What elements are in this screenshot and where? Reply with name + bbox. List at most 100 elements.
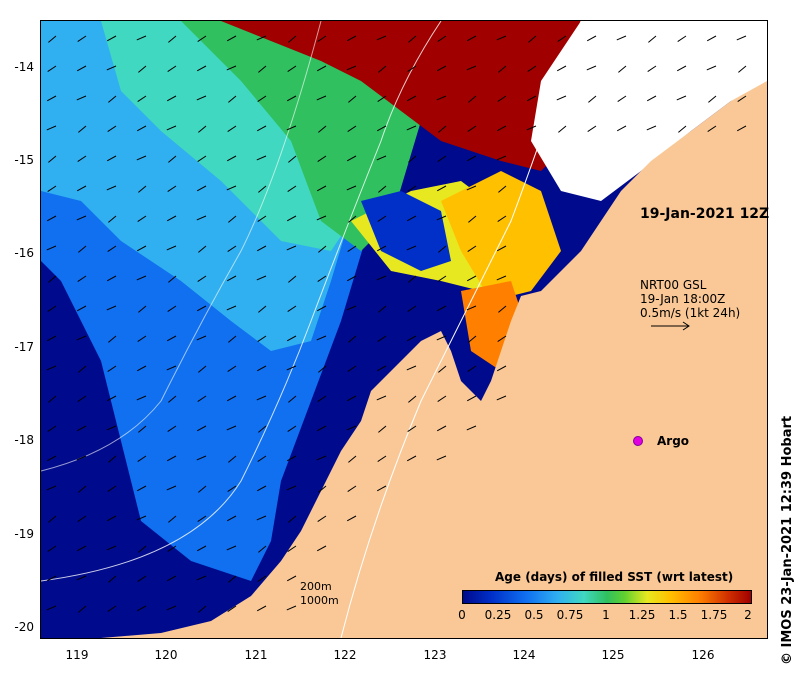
current-vector xyxy=(588,95,597,103)
lon-tick-label: 119 xyxy=(65,648,89,662)
current-vector xyxy=(406,245,417,251)
current-vector xyxy=(616,35,627,41)
lon-tick-label: 121 xyxy=(244,648,268,662)
current-vector xyxy=(227,245,237,253)
current-vector xyxy=(197,275,207,283)
current-vector xyxy=(258,185,267,193)
lat-tick-label: -14 xyxy=(14,60,34,74)
current-vector xyxy=(586,65,597,71)
current-vector xyxy=(106,515,117,522)
current-vector xyxy=(347,365,357,373)
current-vector xyxy=(256,515,267,521)
current-vector xyxy=(168,35,177,43)
current-vector xyxy=(286,575,297,582)
current-vector xyxy=(436,65,447,72)
current-vector xyxy=(316,545,327,552)
current-vector xyxy=(556,65,567,72)
lon-tick-label: 123 xyxy=(423,648,447,662)
current-vector xyxy=(468,335,477,343)
current-vector xyxy=(318,365,327,373)
current-vector xyxy=(648,35,657,43)
land-mass xyxy=(101,81,767,638)
current-vector xyxy=(106,305,117,311)
current-vector xyxy=(228,455,237,463)
current-vector xyxy=(107,245,117,253)
current-vector xyxy=(46,245,57,251)
current-vector xyxy=(256,245,267,252)
current-vector xyxy=(196,575,207,581)
current-vector xyxy=(618,65,627,73)
current-vector xyxy=(437,35,447,43)
current-vector xyxy=(496,125,507,132)
current-vector xyxy=(497,215,507,223)
current-vector xyxy=(136,275,147,281)
current-vector xyxy=(78,245,87,253)
current-vector xyxy=(47,185,57,193)
current-vector xyxy=(437,395,447,403)
current-vector xyxy=(406,125,417,131)
current-vector xyxy=(136,395,147,401)
timestamp-label: 19-Jan-2021 12Z xyxy=(640,206,770,222)
current-vector xyxy=(46,485,57,491)
current-vector xyxy=(227,365,237,373)
current-vector xyxy=(406,455,417,462)
current-vector xyxy=(196,545,207,552)
current-vector xyxy=(256,395,267,401)
current-vector xyxy=(436,425,447,432)
current-vector xyxy=(407,185,417,193)
current-vector xyxy=(646,125,657,131)
current-vector xyxy=(738,65,747,73)
current-vector xyxy=(137,95,147,103)
current-vector xyxy=(346,35,357,42)
lon-tick-label: 120 xyxy=(154,648,178,662)
current-vector xyxy=(47,65,57,73)
current-vector xyxy=(167,305,177,313)
current-vector xyxy=(198,245,207,253)
current-vector xyxy=(166,455,177,462)
current-vector xyxy=(286,335,297,342)
current-vector xyxy=(436,455,447,461)
current-vector xyxy=(348,455,357,463)
current-vector xyxy=(406,365,417,371)
current-vector xyxy=(378,305,387,313)
current-vector xyxy=(108,575,117,583)
current-vectors xyxy=(46,35,747,613)
current-vector xyxy=(286,365,297,371)
current-vector xyxy=(137,335,147,343)
current-vector xyxy=(408,155,417,163)
no-data-region xyxy=(531,21,767,201)
current-vector xyxy=(347,485,357,493)
current-vector xyxy=(676,95,687,101)
current-vector xyxy=(196,305,207,312)
current-vector xyxy=(137,575,147,583)
sst-age-map xyxy=(41,21,767,638)
velocity-source: NRT00 GSL xyxy=(640,278,707,292)
current-vector xyxy=(376,485,387,492)
current-vector xyxy=(707,125,717,133)
current-vector xyxy=(468,95,477,103)
current-vector xyxy=(228,335,237,343)
current-vector xyxy=(257,95,267,103)
current-vector xyxy=(466,305,477,311)
colorbar-tick: 0.25 xyxy=(484,608,512,622)
isobath-200m xyxy=(340,21,582,638)
credit-label: © IMOS 23-Jan-2021 12:39 Hobart xyxy=(780,415,795,665)
current-vector xyxy=(736,125,747,132)
current-vector xyxy=(46,125,57,131)
current-vector xyxy=(76,575,87,581)
current-vector xyxy=(47,305,57,313)
current-vector xyxy=(107,365,117,373)
velocity-legend: NRT00 GSL 19-Jan 18:00Z 0.5m/s (1kt 24h) xyxy=(640,278,740,320)
current-vector xyxy=(406,95,417,102)
argo-float-marker xyxy=(633,436,643,446)
current-vector xyxy=(48,35,57,43)
current-vector xyxy=(318,485,327,493)
current-vector xyxy=(166,575,177,582)
colorbar-title: Age (days) of filled SST (wrt latest) xyxy=(495,570,734,584)
current-vector xyxy=(466,185,477,191)
current-vector xyxy=(376,155,387,161)
current-vector xyxy=(226,185,237,191)
lon-tick-label: 126 xyxy=(691,648,715,662)
current-vector xyxy=(136,485,147,492)
current-vector xyxy=(378,65,387,73)
